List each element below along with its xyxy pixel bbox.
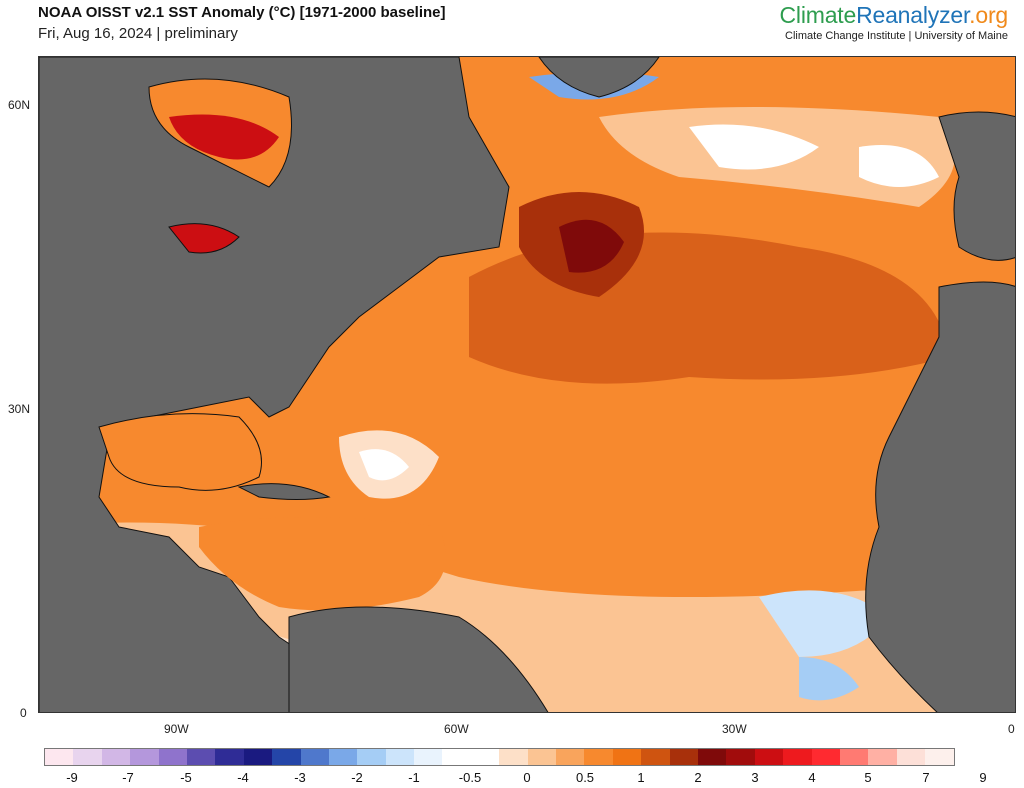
lon-label-90w: 90W <box>164 722 189 736</box>
gulf-of-mexico <box>98 413 262 491</box>
colorbar-tick: -9 <box>66 770 78 785</box>
extreme-anomaly-core <box>559 219 624 273</box>
colorbar-tick: -5 <box>180 770 192 785</box>
map-title: NOAA OISST v2.1 SST Anomaly (°C) [1971-2… <box>38 4 446 21</box>
colorbar-tick: 0.5 <box>575 770 595 785</box>
colorbar-tick: 5 <box>864 770 872 785</box>
near-zero-patch-north <box>689 124 819 170</box>
colorbar-tick: 3 <box>751 770 759 785</box>
colorbar-swatch <box>45 749 74 765</box>
colorbar-swatch <box>243 749 273 765</box>
brand-part-climate: Climate <box>779 2 857 28</box>
colorbar-swatch <box>414 749 443 765</box>
colorbar-tick: 7 <box>922 770 930 785</box>
colorbar-tick: 2 <box>694 770 702 785</box>
colorbar-swatch <box>612 749 642 765</box>
colorbar-tick: 1 <box>637 770 645 785</box>
colorbar-tick: 4 <box>808 770 816 785</box>
colorbar-swatch <box>527 749 557 765</box>
brand-logo[interactable]: ClimateReanalyzer.org <box>779 2 1009 29</box>
lon-label-0: 0 <box>1008 722 1015 736</box>
colorbar-swatch <box>158 749 187 765</box>
colorbar-swatch <box>754 749 784 765</box>
great-lakes <box>168 223 240 254</box>
colorbar-tick: -4 <box>237 770 249 785</box>
lat-label-0: 0 <box>20 706 27 720</box>
cuba-island <box>237 483 331 500</box>
map-canvas <box>39 57 1015 712</box>
colorbar-swatch <box>584 749 613 765</box>
lat-label-30n: 30N <box>8 402 31 416</box>
colorbar-tick: -1 <box>408 770 420 785</box>
colorbar-swatch <box>896 749 926 765</box>
hudson-bay-hot-anomaly <box>169 114 279 160</box>
map-date: Fri, Aug 16, 2024 | preliminary <box>38 25 238 42</box>
south-america-land <box>288 606 549 712</box>
colorbar-swatch <box>357 749 386 765</box>
brand-subtitle: Climate Change Institute | University of… <box>785 30 1008 42</box>
lon-label-30w: 30W <box>722 722 747 736</box>
colorbar-swatch <box>470 749 500 765</box>
caribbean-sea <box>199 517 446 611</box>
lon-label-60w: 60W <box>444 722 469 736</box>
colorbar-tick: -2 <box>351 770 363 785</box>
greenland-land <box>538 57 660 98</box>
colorbar-swatch <box>300 749 329 765</box>
brand-part-reanalyzer: Reanalyzer <box>856 2 970 28</box>
colorbar-swatch <box>272 749 301 765</box>
colorbar-swatch <box>130 749 159 765</box>
colorbar-tick: 0 <box>523 770 531 785</box>
colorbar-swatch <box>839 749 869 765</box>
colorbar-swatch <box>811 749 840 765</box>
sst-anomaly-map <box>38 56 1016 713</box>
colorbar-swatch <box>73 749 102 765</box>
colorbar-swatch <box>697 749 727 765</box>
colorbar-swatch <box>186 749 216 765</box>
gulf-of-guinea-cold-patch <box>799 657 859 701</box>
colorbar-swatch <box>215 749 244 765</box>
colorbar-swatch <box>925 749 954 765</box>
colorbar-swatch <box>556 749 585 765</box>
subtropical-near-zero-patch <box>359 449 409 481</box>
colorbar-swatch <box>726 749 755 765</box>
colorbar-swatch <box>328 749 358 765</box>
colorbar-swatch <box>499 749 528 765</box>
europe-land <box>938 111 1015 261</box>
africa-land <box>865 281 1015 712</box>
colorbar-swatch <box>783 749 812 765</box>
colorbar-swatch <box>669 749 698 765</box>
colorbar-swatch <box>101 749 131 765</box>
gulf-of-guinea-cool-patch <box>759 590 889 657</box>
colorbar-tick: -7 <box>122 770 134 785</box>
colorbar <box>44 748 955 766</box>
colorbar-swatch <box>442 749 471 765</box>
brand-part-org: .org <box>969 2 1008 28</box>
colorbar-tick: -0.5 <box>458 770 482 785</box>
colorbar-swatch <box>641 749 670 765</box>
colorbar-swatch <box>385 749 415 765</box>
colorbar-tick: 9 <box>979 770 987 785</box>
colorbar-swatch <box>868 749 897 765</box>
lat-label-60n: 60N <box>8 98 31 112</box>
colorbar-tick: -3 <box>294 770 306 785</box>
near-zero-patch-northeast <box>859 145 939 187</box>
